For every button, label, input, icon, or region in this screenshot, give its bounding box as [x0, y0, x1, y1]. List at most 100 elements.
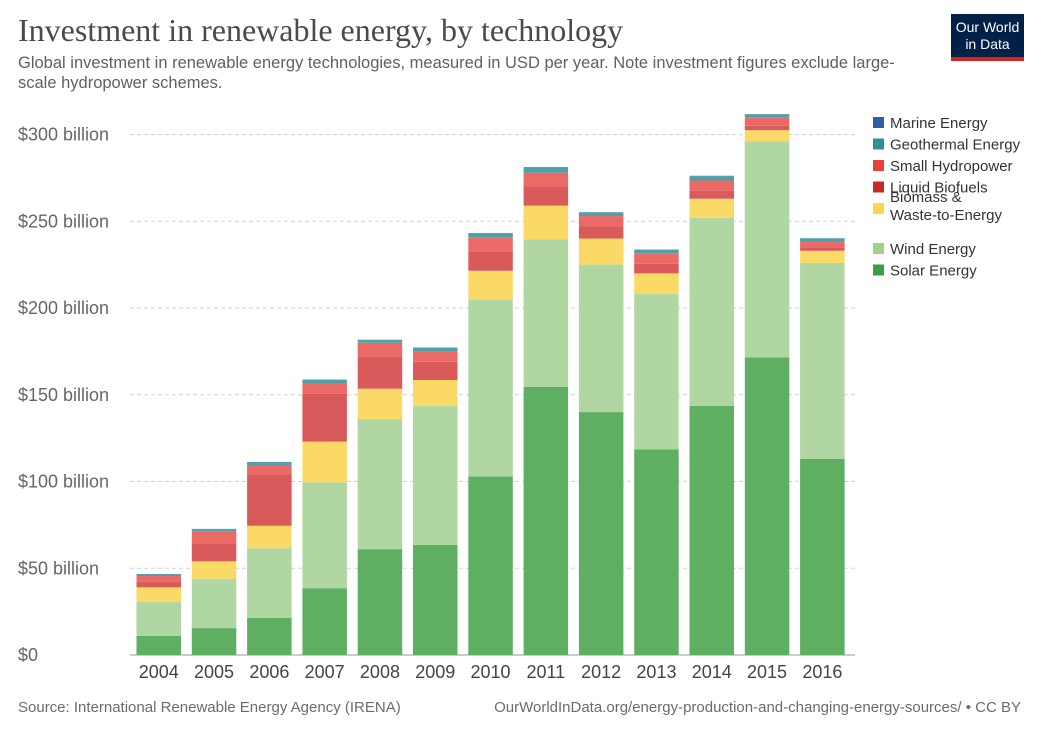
bar-segment[interactable]: [578, 264, 624, 413]
bar-segment[interactable]: [578, 226, 624, 239]
bar-segment[interactable]: [357, 340, 403, 343]
legend-label[interactable]: Marine Energy: [890, 115, 988, 132]
bar-segment[interactable]: [744, 114, 790, 118]
bar-segment[interactable]: [136, 635, 182, 655]
bar-segment[interactable]: [744, 125, 790, 131]
bar-segment[interactable]: [578, 238, 624, 265]
bar-segment[interactable]: [136, 587, 182, 603]
bar-segment[interactable]: [247, 548, 292, 618]
bar-segment[interactable]: [744, 117, 790, 126]
x-tick-label: 2009: [415, 662, 455, 682]
bar-segment[interactable]: [634, 273, 679, 295]
bar-segment[interactable]: [689, 190, 735, 199]
bar-segment[interactable]: [689, 406, 735, 655]
bar-segment[interactable]: [634, 249, 679, 254]
bar-segment[interactable]: [744, 141, 790, 358]
bar-segment[interactable]: [578, 212, 624, 217]
bar-segment[interactable]: [578, 412, 624, 655]
bar-segment[interactable]: [191, 529, 237, 532]
bar-segment[interactable]: [413, 406, 458, 545]
bar-segment[interactable]: [247, 462, 292, 466]
bar-segment[interactable]: [689, 180, 735, 191]
bar-segment[interactable]: [302, 380, 347, 384]
bar-segment[interactable]: [357, 388, 403, 420]
bar-segment[interactable]: [357, 356, 403, 389]
x-tick-label: 2014: [692, 662, 732, 682]
bar-segment[interactable]: [800, 242, 845, 248]
owid-logo[interactable]: Our World in Data: [951, 14, 1024, 61]
bar-segment[interactable]: [302, 393, 347, 442]
bar-segment[interactable]: [800, 262, 845, 459]
bar-segment[interactable]: [191, 578, 237, 629]
legend-label[interactable]: Geothermal Energy: [890, 137, 1021, 154]
x-axis-ticks: 2004 2005 2006 2007 2008 2009 2010 2011 2012 2013…: [139, 662, 843, 682]
bar-segment[interactable]: [523, 205, 569, 240]
bar-segment[interactable]: [191, 561, 237, 579]
bar-segment[interactable]: [191, 543, 237, 562]
bar-segment[interactable]: [468, 233, 513, 238]
bar-segment[interactable]: [302, 441, 347, 483]
bar-segment[interactable]: [634, 294, 679, 450]
bar-segment[interactable]: [689, 217, 735, 407]
legend-swatch: [873, 203, 884, 214]
legend-swatch: [873, 264, 884, 276]
bar-segment[interactable]: [136, 574, 182, 577]
bar-segment[interactable]: [468, 476, 513, 655]
bar-segment[interactable]: [136, 581, 182, 588]
bar-segment[interactable]: [302, 383, 347, 394]
bar-segment[interactable]: [800, 458, 845, 655]
bar-segment[interactable]: [523, 167, 569, 173]
bar-segment[interactable]: [247, 617, 292, 655]
bar-segment[interactable]: [523, 172, 569, 187]
bar-segment[interactable]: [800, 238, 845, 243]
bar-segment[interactable]: [247, 525, 292, 549]
bar-segment[interactable]: [413, 347, 458, 352]
bar-segment[interactable]: [136, 576, 182, 582]
legend-swatch: [873, 243, 884, 254]
bar-segment[interactable]: [357, 549, 403, 655]
legend-label[interactable]: Biomass & Waste-to-Energy: [890, 189, 1002, 224]
source-url-link[interactable]: OurWorldInData.org/energy-production-and…: [494, 699, 1021, 716]
bar-segment[interactable]: [634, 449, 679, 655]
bar-segment[interactable]: [302, 482, 347, 589]
bar-segment[interactable]: [578, 216, 624, 227]
bar-segment[interactable]: [689, 176, 735, 181]
bar-segment[interactable]: [468, 299, 513, 477]
bar-segment[interactable]: [744, 357, 790, 655]
bar-segment[interactable]: [413, 351, 458, 362]
y-tick-label: $100 billion: [18, 472, 109, 492]
bar-segment[interactable]: [523, 239, 569, 387]
bar-segment[interactable]: [468, 251, 513, 271]
bar-segment[interactable]: [744, 130, 790, 142]
x-tick-label: 2005: [194, 662, 234, 682]
x-tick-label: 2006: [249, 662, 289, 682]
bar-segment[interactable]: [191, 628, 237, 655]
bar-segment[interactable]: [523, 186, 569, 206]
bar-segment[interactable]: [357, 342, 403, 357]
bar-segment[interactable]: [523, 386, 569, 655]
bar-segment[interactable]: [136, 602, 182, 636]
bar-segment[interactable]: [302, 588, 347, 655]
legend-label[interactable]: Small Hydropower: [890, 158, 1013, 175]
bar-segment[interactable]: [634, 253, 679, 264]
bar-segment[interactable]: [413, 544, 458, 655]
bar-segment[interactable]: [800, 250, 845, 263]
bar-segment[interactable]: [191, 531, 237, 544]
y-tick-label: $200 billion: [18, 298, 109, 318]
bar-segment[interactable]: [413, 361, 458, 381]
bar-segment[interactable]: [468, 270, 513, 300]
legend-label[interactable]: Solar Energy: [890, 263, 977, 280]
legend-label[interactable]: Liquid Biofuels: [890, 180, 988, 197]
bar-segment[interactable]: [413, 380, 458, 407]
bar-segment[interactable]: [689, 198, 735, 218]
bar-segment[interactable]: [247, 474, 292, 526]
legend-swatch: [873, 181, 884, 193]
bar-segment[interactable]: [468, 237, 513, 252]
bar-segment[interactable]: [634, 263, 679, 274]
bar-segment[interactable]: [357, 419, 403, 550]
x-tick-label: 2010: [471, 662, 511, 682]
bar-segment[interactable]: [247, 465, 292, 475]
bar-segment[interactable]: [800, 247, 845, 251]
legend-label[interactable]: Wind Energy: [890, 241, 976, 258]
